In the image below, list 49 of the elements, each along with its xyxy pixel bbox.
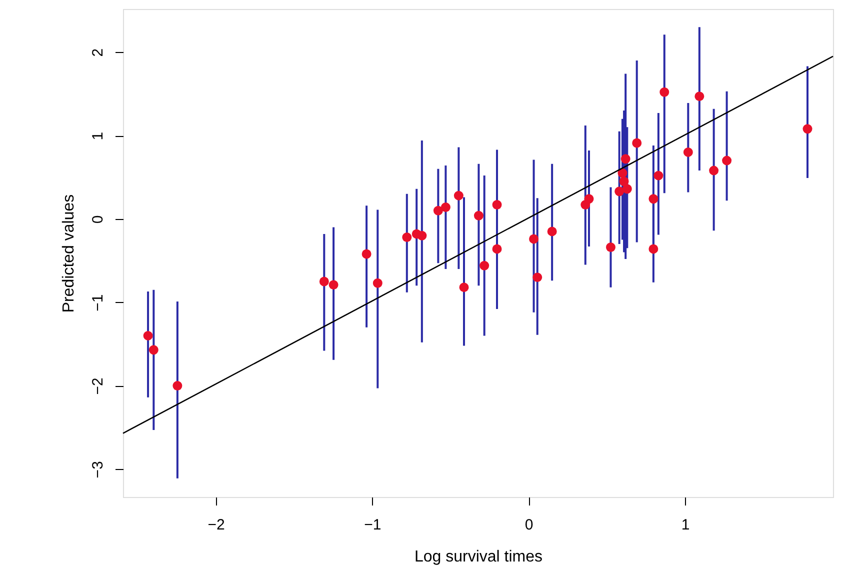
point: [148, 345, 158, 355]
y-tick-label: 1: [90, 132, 106, 140]
y-tick-label: 2: [90, 48, 106, 57]
point: [454, 190, 464, 200]
y-tick-label: −3: [90, 461, 106, 478]
point: [143, 330, 153, 340]
point: [584, 194, 594, 204]
point: [802, 124, 812, 134]
point: [622, 184, 632, 194]
point: [480, 260, 490, 270]
point: [648, 244, 658, 254]
x-tick-label: −1: [364, 516, 382, 534]
point: [492, 244, 502, 254]
point: [632, 138, 642, 148]
x-tick-label: −2: [208, 516, 225, 534]
point: [417, 230, 427, 240]
point: [474, 210, 484, 220]
point: [722, 156, 732, 166]
point: [172, 381, 182, 390]
point: [683, 147, 693, 157]
point: [440, 202, 450, 212]
point: [459, 282, 469, 292]
point: [547, 226, 557, 236]
point: [648, 194, 658, 204]
point: [618, 168, 628, 178]
point: [492, 200, 502, 210]
point: [619, 176, 629, 186]
x-tick-label: 0: [524, 516, 534, 534]
point: [433, 206, 443, 216]
point: [328, 280, 338, 290]
x-axis-title: Log survival times: [414, 548, 543, 566]
point: [694, 92, 704, 102]
point: [709, 166, 719, 176]
y-tick-label: −1: [90, 294, 106, 312]
y-tick-label: 0: [90, 215, 106, 224]
point: [654, 170, 664, 180]
point: [620, 154, 630, 164]
point: [660, 87, 670, 97]
x-tick-label: 1: [681, 516, 690, 534]
point: [372, 278, 382, 288]
point: [532, 272, 542, 282]
point: [606, 242, 616, 252]
y-axis-title: Predicted values: [60, 194, 78, 313]
y-tick-label: −2: [90, 378, 106, 395]
point: [319, 276, 329, 286]
point: [614, 186, 624, 196]
point: [402, 232, 412, 242]
point: [529, 234, 539, 244]
point: [362, 249, 372, 259]
